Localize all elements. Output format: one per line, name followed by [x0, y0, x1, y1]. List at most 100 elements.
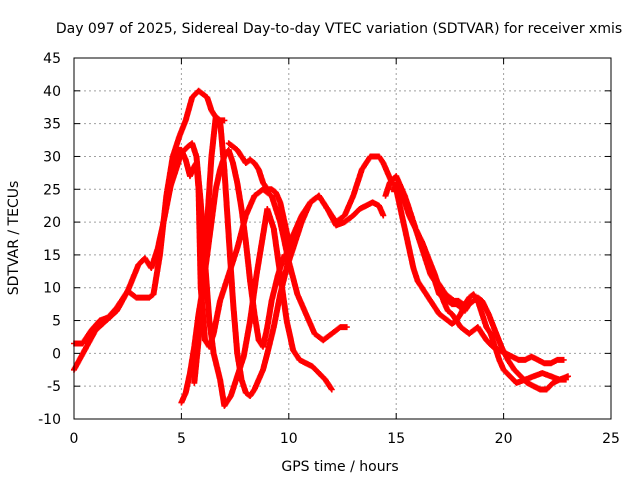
data-point: [232, 300, 234, 302]
data-point: [494, 329, 496, 331]
data-point: [197, 90, 200, 92]
y-tick-label: 30: [43, 149, 61, 165]
data-point: [84, 349, 86, 351]
data-point: [236, 375, 238, 377]
data-point: [208, 319, 210, 322]
data-point: [219, 168, 221, 171]
data-point: [472, 300, 475, 302]
series-track-5: [191, 114, 400, 399]
data-point: [245, 241, 247, 243]
data-point: [421, 287, 423, 289]
data-point: [144, 257, 146, 259]
y-tick-label: 0: [52, 346, 61, 362]
data-point: [210, 221, 213, 223]
data-point: [301, 214, 303, 217]
data-point: [305, 313, 307, 315]
data-point: [335, 221, 337, 223]
data-point: [223, 405, 225, 407]
data-point: [185, 392, 187, 394]
data-point: [503, 369, 505, 371]
data-point: [191, 96, 193, 98]
data-point: [417, 280, 419, 282]
data-point: [326, 208, 329, 210]
data-point: [286, 319, 288, 322]
data-point: [262, 234, 264, 236]
data-point: [243, 356, 245, 358]
data-point: [195, 162, 198, 164]
series-track-6: [225, 140, 297, 252]
data-point: [318, 372, 320, 374]
data-point: [558, 379, 561, 381]
data-point: [485, 339, 488, 341]
plot-data: [71, 87, 571, 409]
data-point: [322, 339, 324, 341]
data-point: [193, 165, 195, 167]
data-point: [533, 385, 535, 387]
data-point: [271, 188, 273, 190]
data-point: [543, 362, 546, 364]
data-point: [447, 300, 449, 302]
data-point: [180, 149, 182, 151]
data-point: [206, 96, 208, 98]
data-point: [202, 287, 204, 289]
data-point: [180, 401, 182, 404]
data-point: [81, 342, 84, 345]
x-axis-label: GPS time / hours: [281, 459, 398, 475]
data-point: [408, 247, 410, 249]
data-point: [438, 313, 440, 315]
data-point: [492, 346, 494, 348]
data-point: [197, 339, 200, 341]
data-point: [262, 346, 264, 348]
data-point: [99, 319, 101, 322]
data-point: [210, 155, 213, 158]
data-point: [249, 159, 251, 161]
data-point: [309, 201, 311, 203]
data-point: [266, 188, 268, 190]
data-point: [249, 319, 251, 322]
data-point: [410, 214, 412, 217]
y-axis-label: SDTVAR / TECUs: [6, 181, 22, 296]
data-point: [352, 195, 354, 197]
data-point: [481, 300, 483, 302]
data-point: [189, 175, 191, 177]
data-point: [556, 359, 558, 361]
data-point: [232, 146, 234, 148]
data-point: [552, 382, 554, 384]
data-point: [127, 290, 129, 292]
data-point: [429, 300, 432, 302]
plot-frame: [73, 57, 612, 420]
data-point: [419, 237, 421, 240]
y-tick-label: 5: [52, 314, 61, 330]
data-point: [550, 362, 552, 364]
data-point: [530, 356, 533, 358]
data-point: [215, 188, 217, 190]
data-point: [346, 326, 348, 328]
data-point: [230, 395, 232, 397]
data-point: [236, 182, 238, 184]
data-point: [228, 142, 230, 144]
data-point: [279, 221, 281, 223]
data-point: [142, 296, 144, 299]
data-point: [159, 254, 161, 256]
data-point: [223, 119, 225, 121]
data-point: [449, 296, 451, 299]
data-point: [436, 280, 438, 282]
data-point: [94, 329, 97, 331]
data-point: [399, 208, 402, 210]
data-point: [193, 382, 195, 384]
data-point: [266, 352, 268, 354]
data-point: [187, 146, 189, 148]
data-point: [404, 228, 406, 230]
data-point: [451, 313, 453, 315]
data-point: [406, 201, 408, 203]
data-point: [202, 93, 204, 95]
data-point: [150, 267, 152, 269]
y-tick-label: 20: [43, 215, 61, 231]
x-tick-label: 0: [70, 431, 79, 447]
y-tick-label: 10: [43, 281, 61, 297]
data-point: [185, 159, 187, 161]
data-point: [286, 267, 288, 269]
x-tick-label: 20: [495, 431, 513, 447]
axis-ticks: 0 5 10 15 20 25 -10 -5 0 5 10 15 20 25 30 35 40 45: [38, 51, 620, 447]
data-point: [365, 205, 367, 207]
